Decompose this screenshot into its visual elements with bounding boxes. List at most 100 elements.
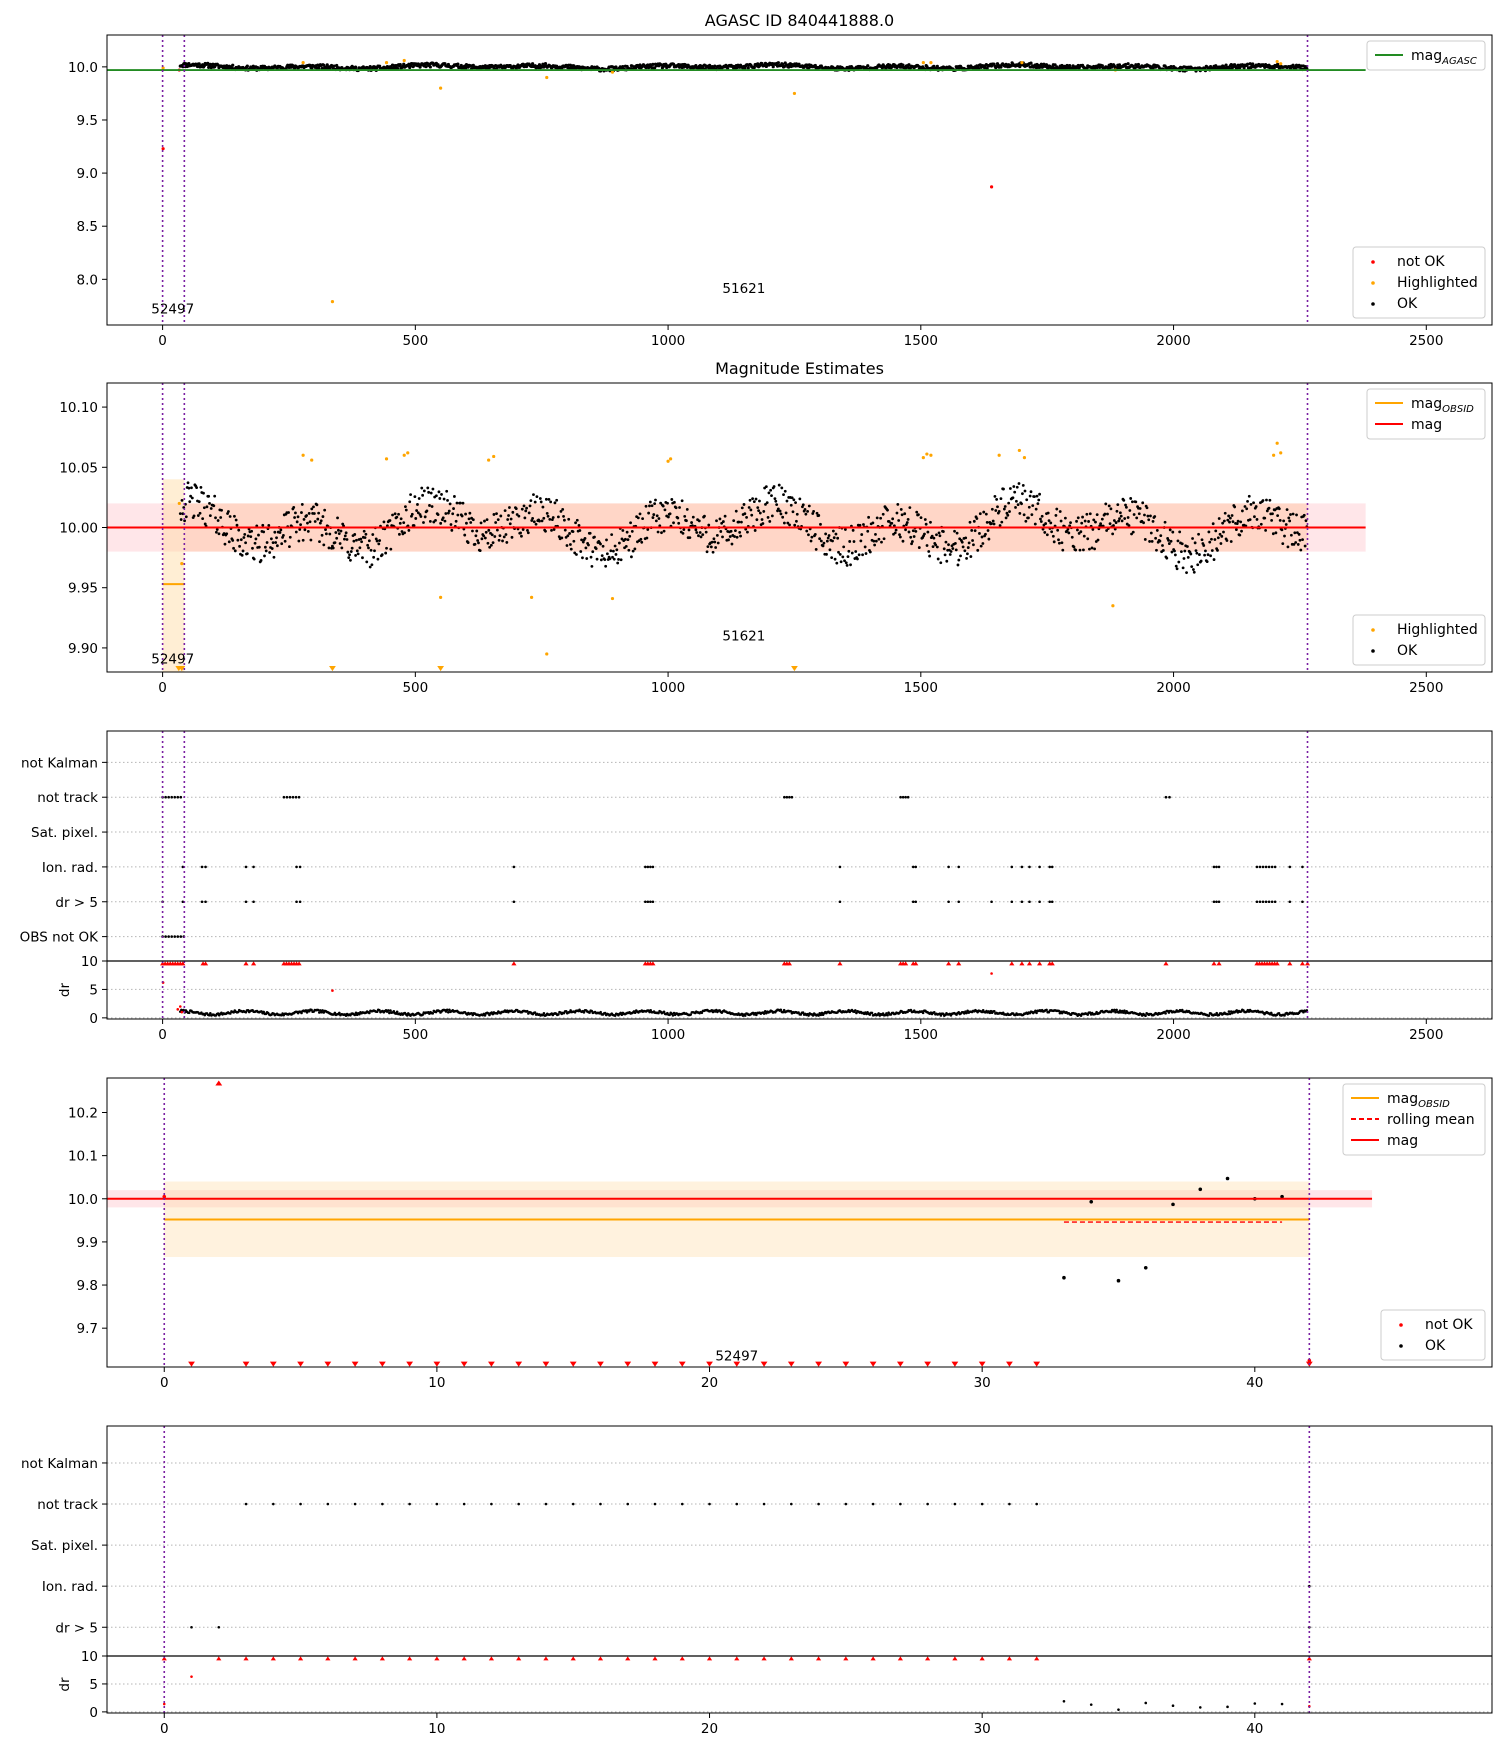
data-point-ok [317, 511, 321, 515]
x-tick-label: 500 [402, 1027, 428, 1043]
flag-point [1038, 900, 1041, 904]
flag-point [911, 900, 915, 904]
data-point-ok [959, 554, 962, 558]
dr-point [1215, 1011, 1219, 1015]
data-point-ok [264, 549, 268, 553]
flag-point [167, 935, 170, 938]
data-point-ok [239, 538, 243, 542]
data-point-ok [1141, 501, 1145, 505]
data-point-ok [419, 515, 423, 518]
data-point-ok [391, 513, 394, 517]
legend-label: rolling mean [1387, 1112, 1475, 1128]
dr-point [1253, 1702, 1257, 1705]
data-point-ok [275, 536, 278, 540]
data-point-ok [521, 528, 525, 531]
data-point-ok [1150, 539, 1154, 543]
flag-point [200, 900, 204, 904]
x-tick-label: 500 [402, 680, 428, 696]
data-point-ok [788, 523, 791, 527]
category-label: dr > 5 [55, 895, 98, 911]
dr-point [1198, 1706, 1202, 1709]
data-point-ok [529, 499, 533, 503]
data-point-ok [1100, 64, 1104, 68]
dr-point [801, 1011, 805, 1014]
data-point-ok [896, 502, 900, 506]
data-point-ok [1173, 549, 1176, 553]
data-point-ok [716, 541, 720, 545]
data-point-ok [1027, 505, 1031, 509]
data-point-ok [1302, 513, 1306, 517]
data-point-ok [569, 543, 572, 546]
flag-point [1028, 865, 1031, 869]
data-point-ok [978, 512, 982, 516]
data-point-ok [488, 545, 492, 549]
flag-point [1217, 865, 1221, 869]
data-point-ok [795, 519, 798, 523]
data-point-ok [477, 541, 480, 545]
dr-point [854, 1009, 857, 1012]
flag-point [571, 1502, 575, 1506]
dr-point [1115, 1008, 1118, 1012]
data-point-ok [337, 528, 340, 532]
data-point-ok [560, 536, 564, 540]
data-point-ok [197, 500, 201, 504]
data-point-ok [574, 521, 577, 525]
flag-point [244, 1502, 248, 1506]
dr-point [1117, 1708, 1120, 1711]
data-point [1275, 59, 1279, 64]
flag-point [512, 865, 516, 869]
data-point-ok [1090, 546, 1094, 550]
flag-point [294, 795, 298, 799]
data-point-ok [666, 515, 670, 519]
flag-point [1288, 900, 1292, 904]
data-point-ok [465, 521, 468, 525]
data-point-ok [873, 543, 877, 547]
data-point-ok [645, 536, 649, 540]
category-label: dr > 5 [55, 1620, 98, 1636]
data-point-ok [790, 496, 794, 500]
data-point-ok [1016, 503, 1020, 507]
data-point-ok [1240, 509, 1244, 513]
dr-clipped-marker [706, 1656, 713, 1661]
data-point-ok [953, 542, 957, 545]
data-point-ok [278, 531, 282, 534]
data-point-ok [231, 539, 235, 542]
data-point-ok [981, 542, 985, 545]
data-point-ok [1252, 501, 1255, 505]
data-point-ok [1210, 549, 1214, 552]
data-point-ok [1222, 530, 1225, 534]
data-point-ok [1183, 549, 1187, 553]
data-point-ok [1059, 519, 1063, 523]
data-point-ok [483, 536, 487, 540]
data-point-ok [943, 553, 947, 557]
data-point-ok [706, 545, 710, 549]
data-point-ok [562, 515, 565, 518]
data-point-ok [1132, 513, 1136, 516]
data-point-ok [1022, 513, 1026, 517]
dr-point [445, 1008, 449, 1012]
data-point-ok [1208, 540, 1212, 544]
data-point-ok [201, 517, 205, 521]
data-point-ok [353, 533, 357, 536]
data-point-ok [467, 517, 471, 521]
data-point-ok [254, 537, 258, 541]
dr-point [392, 1009, 396, 1013]
data-point-ok [1218, 532, 1222, 536]
data-point-ok [1100, 517, 1104, 521]
data-point-ok [1189, 552, 1193, 556]
data-point-clipped [269, 1361, 277, 1367]
data-point-ok [1005, 511, 1009, 515]
dr-clipped-marker [488, 1656, 495, 1661]
data-point-ok [1222, 519, 1226, 523]
data-point-ok [1111, 532, 1115, 536]
data-point-ok [349, 558, 352, 562]
data-point-ok [729, 529, 733, 533]
data-point [439, 595, 443, 599]
data-point-ok [524, 64, 529, 69]
data-point-ok [944, 540, 948, 544]
data-point-ok [1207, 530, 1211, 534]
data-point-ok [550, 518, 554, 522]
legend-label: not OK [1397, 254, 1445, 270]
data-point-ok [771, 65, 775, 69]
